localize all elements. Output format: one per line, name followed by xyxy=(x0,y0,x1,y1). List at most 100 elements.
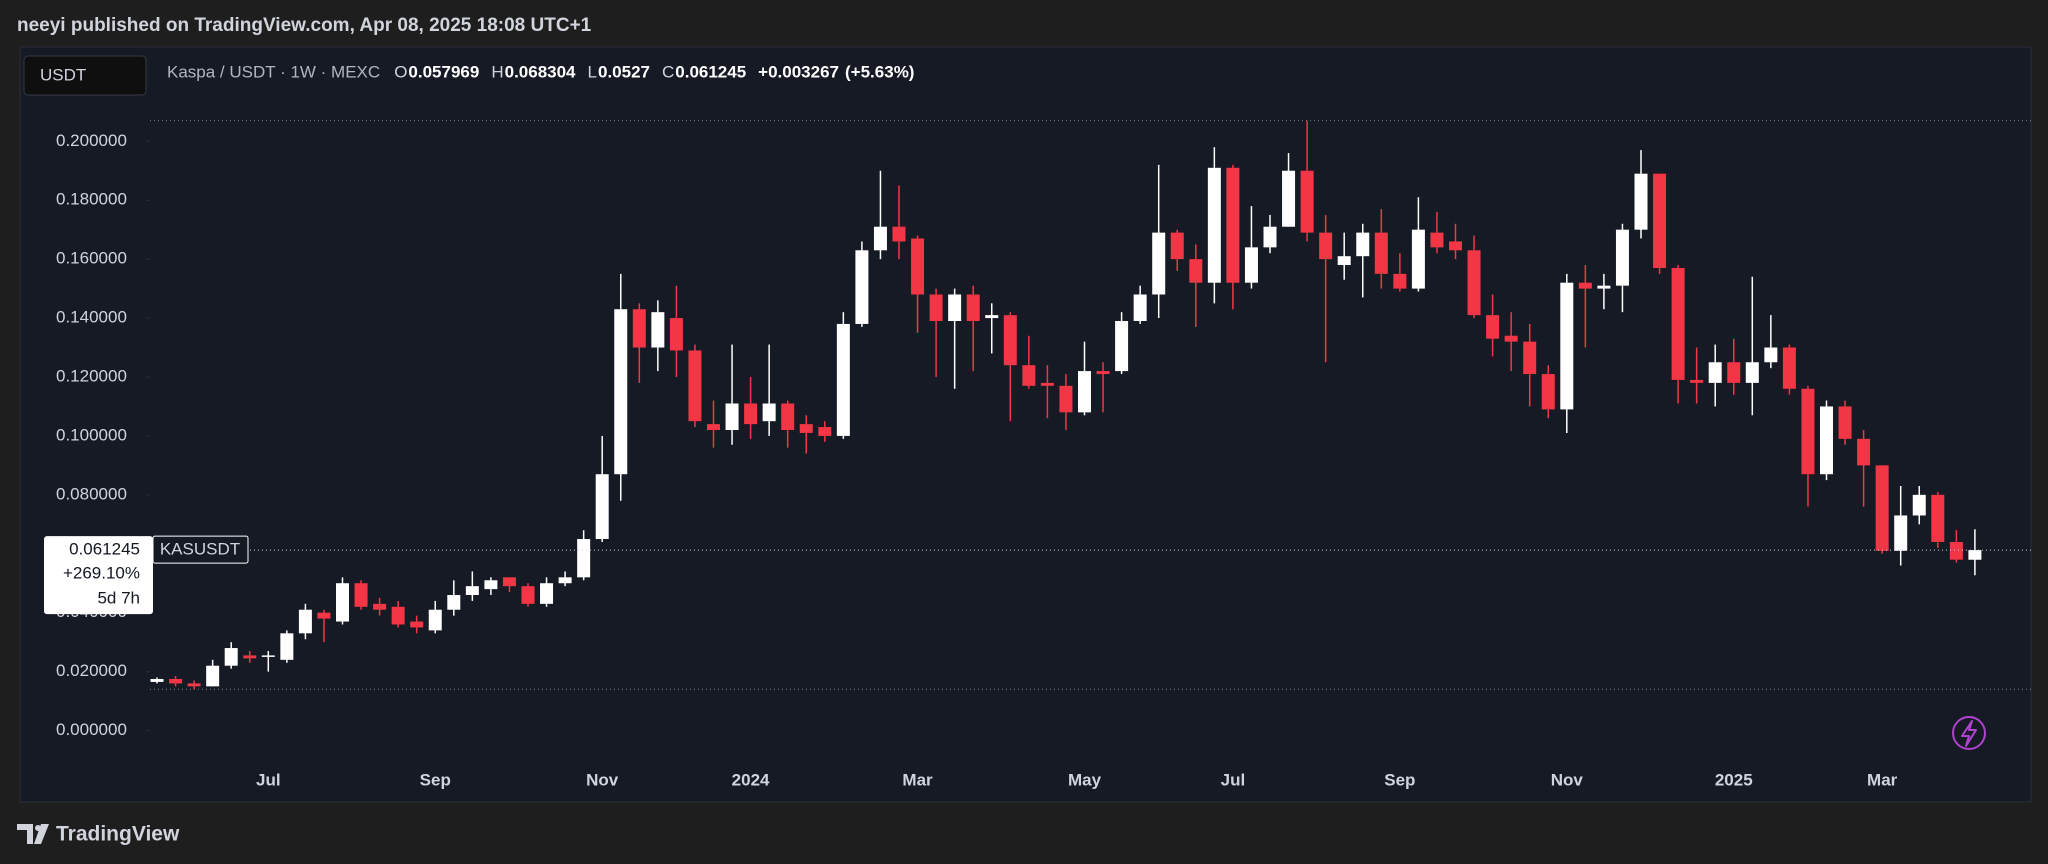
candle-body xyxy=(1782,347,1796,389)
x-tick-label: Sep xyxy=(1384,770,1415,789)
x-tick-label: Mar xyxy=(1867,770,1898,789)
candle-body xyxy=(354,583,368,607)
candle-body xyxy=(818,427,832,436)
candle-body xyxy=(391,606,405,625)
candle-body xyxy=(577,539,591,578)
y-tick-label: 0.080000 xyxy=(56,484,127,503)
candle-body xyxy=(502,577,516,587)
lightning-icon[interactable] xyxy=(1961,720,1977,747)
candle-body xyxy=(1523,341,1537,375)
candle-body xyxy=(1152,232,1166,295)
legend-title: Kaspa / USDT · 1W · MEXC xyxy=(167,62,380,81)
candle-body xyxy=(540,583,554,604)
plot: 0.0000000.0200000.0400000.0600000.080000… xyxy=(44,120,2031,789)
candle-body xyxy=(261,655,275,657)
candle-body xyxy=(447,595,461,610)
candle-body xyxy=(1560,282,1574,410)
legend-change-pct: (+5.63%) xyxy=(845,62,914,81)
candle-body xyxy=(1820,406,1833,475)
candle-body xyxy=(1059,385,1073,413)
y-tick-label: 0.100000 xyxy=(56,425,127,444)
candle-body xyxy=(799,424,813,433)
candle-body xyxy=(781,403,795,431)
candle-body xyxy=(1541,374,1555,410)
candle-body xyxy=(1894,515,1908,551)
candle-body xyxy=(762,403,776,422)
candle-body xyxy=(484,580,498,590)
candle-body xyxy=(892,226,906,242)
candle-body xyxy=(428,609,442,631)
candle-body xyxy=(1486,315,1500,339)
candle-body xyxy=(985,315,999,319)
candle-body xyxy=(317,612,331,619)
candle-body xyxy=(1244,247,1258,283)
legend-ohlc-value: 0.061245 xyxy=(675,62,746,81)
candle-body xyxy=(1838,406,1852,439)
logo-mark xyxy=(34,824,49,844)
y-tick-label: 0.160000 xyxy=(56,249,127,268)
legend-ohlc-value: 0.0527 xyxy=(598,62,650,81)
candle-body xyxy=(1393,273,1407,289)
candle-body xyxy=(1170,232,1184,260)
candle-body xyxy=(1708,362,1722,383)
candle-body xyxy=(1504,335,1518,342)
price-tag xyxy=(44,536,153,615)
candle-body xyxy=(1634,173,1648,230)
x-tick-label: Jul xyxy=(1221,770,1246,789)
candle-body xyxy=(1968,550,1982,560)
candle-body xyxy=(836,323,850,436)
candle-body xyxy=(614,309,628,475)
candle-body xyxy=(929,294,943,322)
y-tick-label: 0.000000 xyxy=(56,720,127,739)
legend-ohlc-value: 0.068304 xyxy=(505,62,576,81)
candle-body xyxy=(688,350,702,422)
candle-body xyxy=(1374,232,1388,274)
y-tick-label: 0.200000 xyxy=(56,131,127,150)
candle-body xyxy=(187,683,201,687)
symbol-tag-label: KASUSDT xyxy=(160,540,240,559)
lightning-button[interactable] xyxy=(1952,716,1986,750)
candle-body xyxy=(280,633,294,660)
x-tick-label: Sep xyxy=(420,770,451,789)
candle-body xyxy=(1578,282,1592,289)
candle-body xyxy=(1096,371,1110,375)
candle-body xyxy=(651,312,665,348)
candle-body xyxy=(1022,365,1036,386)
candle-body xyxy=(1282,170,1296,227)
candle-body xyxy=(1690,379,1704,383)
candle-body xyxy=(1003,315,1017,366)
x-tick-label: Nov xyxy=(1551,770,1584,789)
currency-label[interactable]: USDT xyxy=(40,65,86,84)
candle-body xyxy=(595,474,609,540)
price-tag-change: +269.10% xyxy=(63,564,140,583)
candle-body xyxy=(1300,170,1314,233)
y-tick-label: 0.180000 xyxy=(56,190,127,209)
candle-body xyxy=(1597,285,1611,289)
candle-body xyxy=(1931,494,1945,542)
candle-body xyxy=(1319,232,1333,260)
candle-body xyxy=(1411,229,1425,289)
candle-body xyxy=(1189,259,1203,283)
brand: TradingView xyxy=(56,823,180,846)
x-tick-label: 2024 xyxy=(732,770,770,789)
candle-body xyxy=(1040,382,1054,386)
candle-body xyxy=(169,678,183,684)
candle-body xyxy=(1356,232,1370,257)
price-tag-countdown: 5d 7h xyxy=(97,589,140,608)
candle-body xyxy=(150,678,164,682)
candle-body xyxy=(1727,362,1741,383)
candle-body xyxy=(1226,167,1240,283)
x-tick-label: Nov xyxy=(586,770,619,789)
legend-change: +0.003267 xyxy=(758,62,839,81)
candle-body xyxy=(1615,229,1629,286)
legend-ohlc-label: H xyxy=(491,62,503,81)
legend-ohlc-label: L xyxy=(588,62,597,81)
symbol-tag xyxy=(152,535,249,564)
candle-body xyxy=(966,294,980,322)
candle-body xyxy=(873,226,887,251)
currency-button[interactable] xyxy=(23,55,147,96)
candle-body xyxy=(1745,362,1759,383)
chart-panel xyxy=(19,46,2032,803)
candle-body xyxy=(1764,347,1778,363)
brand-logo xyxy=(17,824,49,844)
